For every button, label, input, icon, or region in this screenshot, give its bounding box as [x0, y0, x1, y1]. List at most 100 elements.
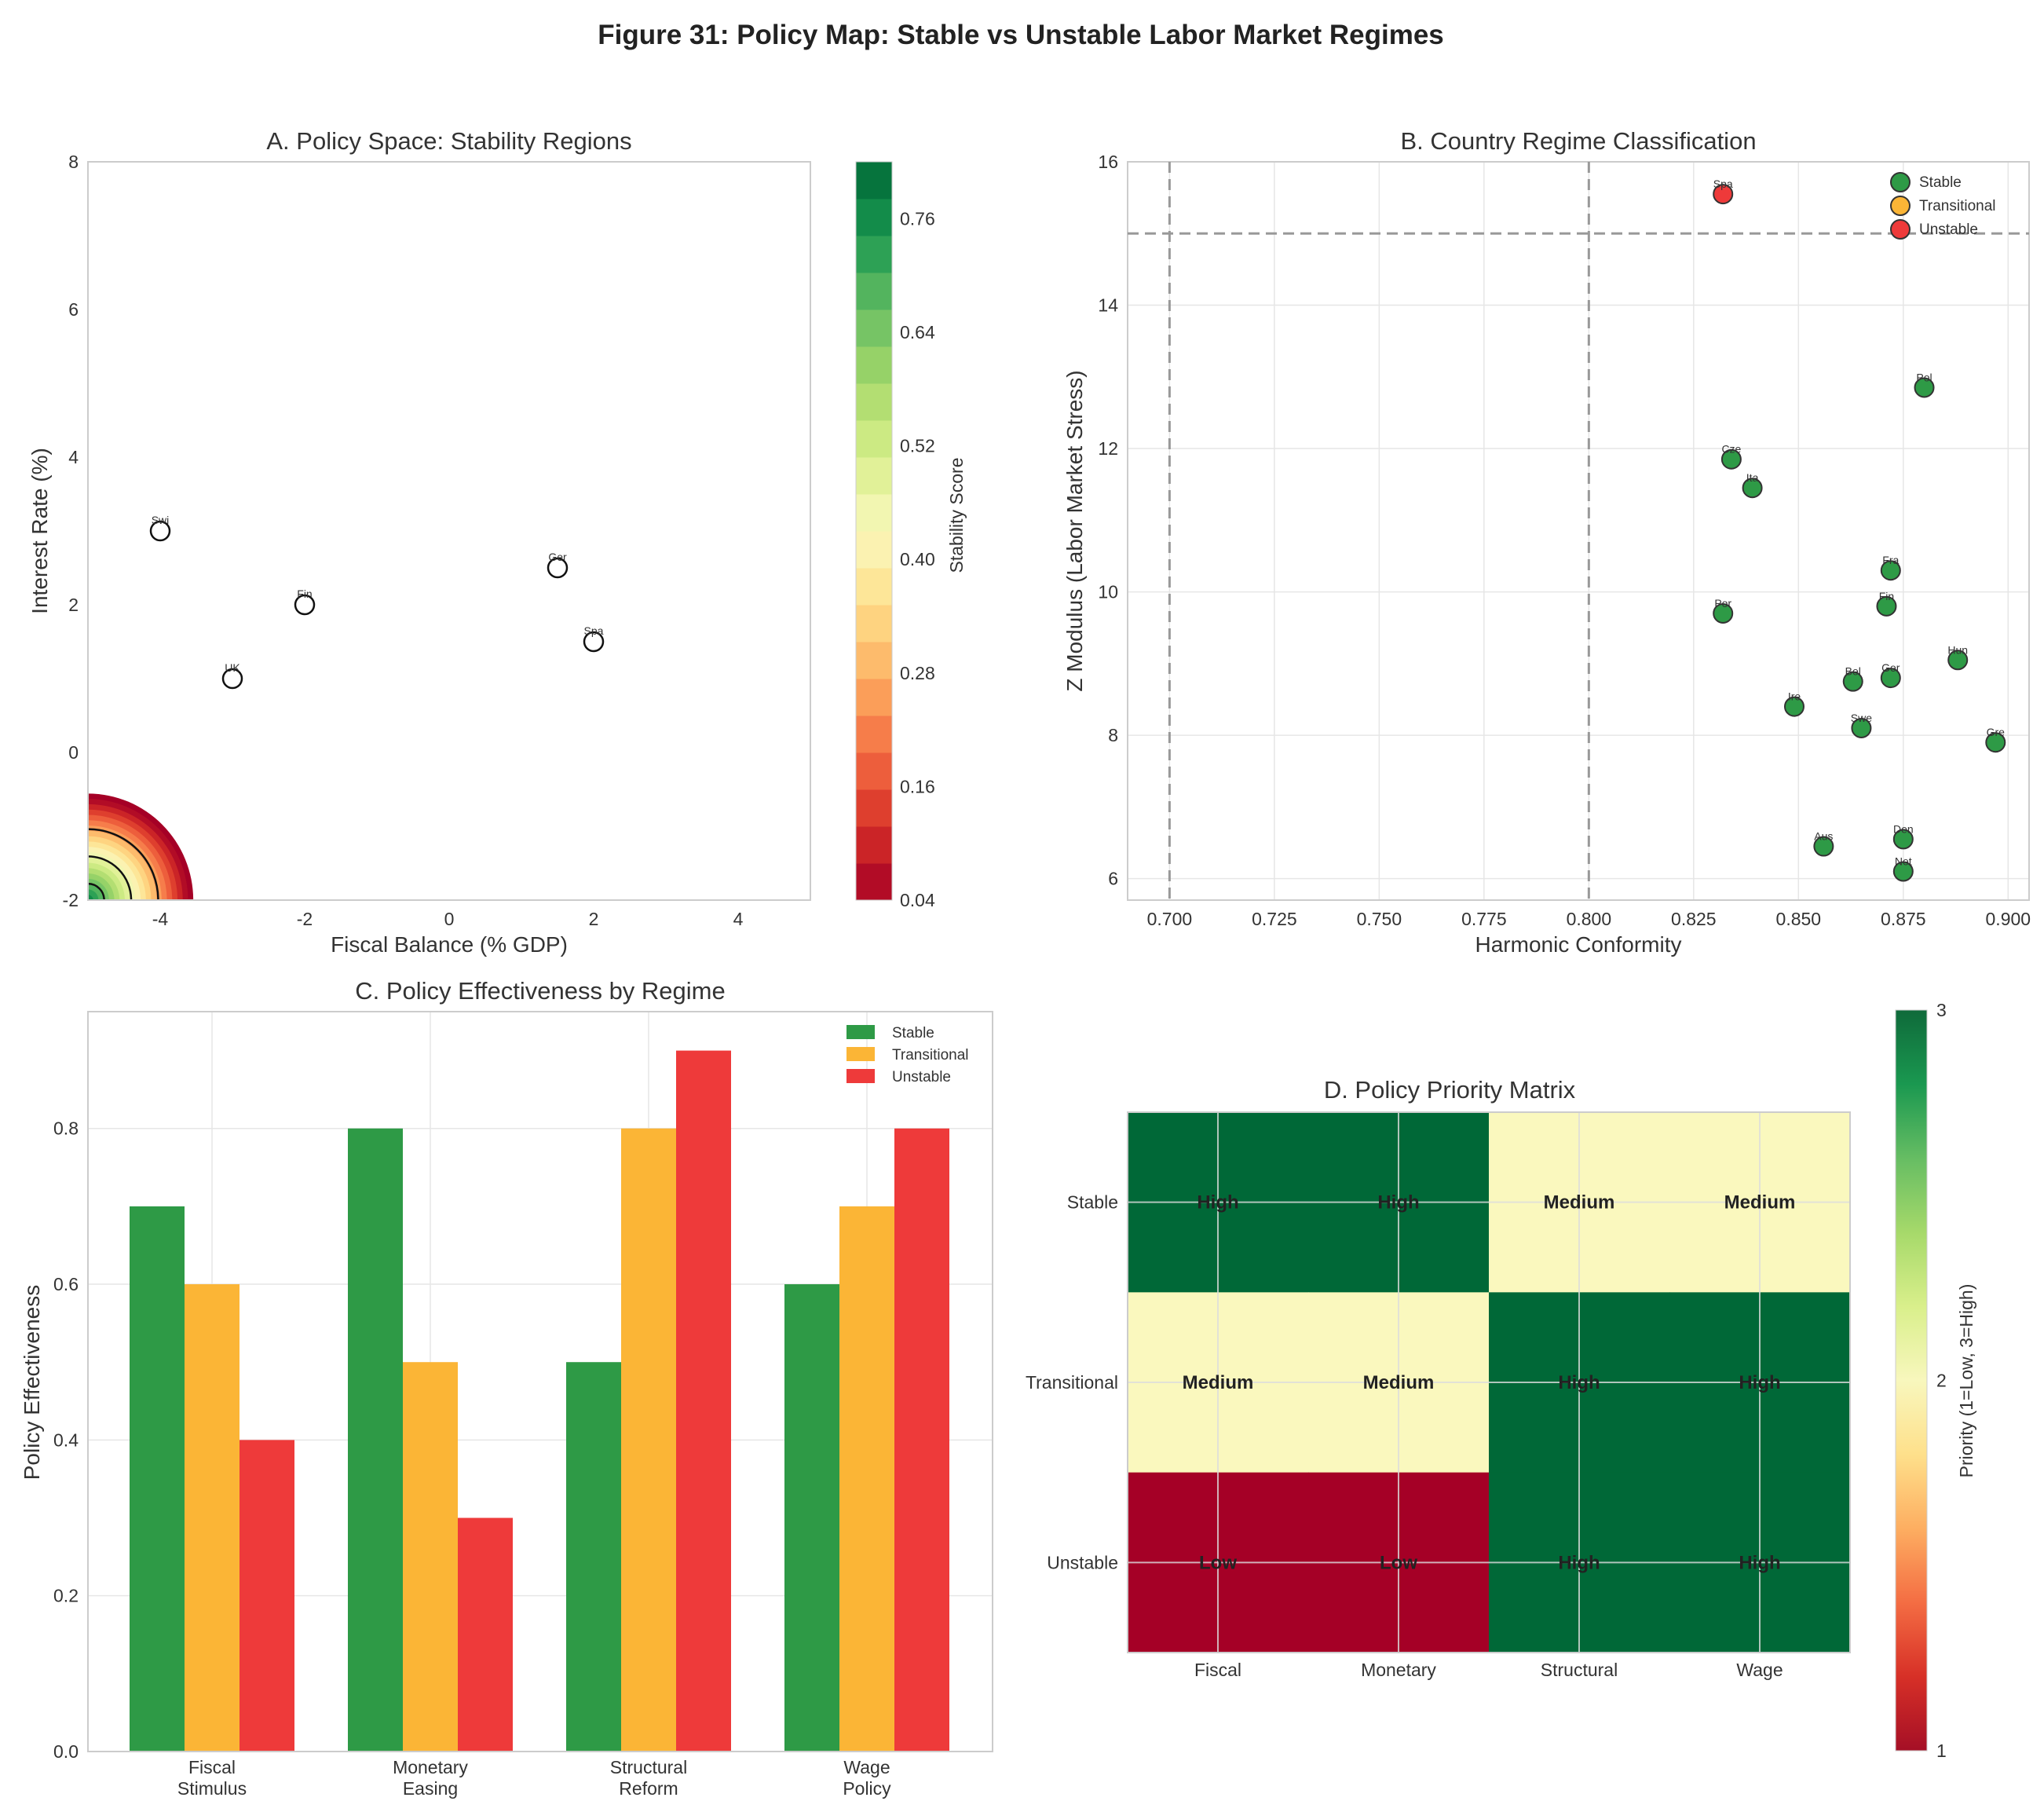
panel-b-title: B. Country Regime Classification	[1400, 127, 1756, 155]
colorbar-swatch	[856, 383, 892, 421]
x-tick-label: 0.900	[1986, 909, 2031, 929]
country-label: Net	[1895, 855, 1912, 867]
panel-b-points: Spa Pol Cze Ita Fra Fin Por Hun Bel Ger Ire Swe Gre D…	[1713, 178, 2006, 882]
colorbar-tick-label: 2	[1936, 1371, 1947, 1391]
row-label: Transitional	[1026, 1372, 1118, 1393]
country-marker	[583, 631, 605, 653]
row-label: Unstable	[1047, 1552, 1118, 1572]
country-label: Fin	[1879, 590, 1894, 602]
country-label: Fin	[297, 588, 312, 600]
country-marker	[1947, 650, 1969, 671]
priority-colorbar-ticks: 1 2 3	[1936, 1000, 1947, 1761]
legend-swatch	[846, 1069, 875, 1083]
panel-a-ticks: -4 -2 0 2 4 -2 0 2 4 6 8	[63, 152, 744, 929]
priority-cell-label: High	[1197, 1192, 1238, 1213]
colorbar-tick-label: 0.64	[900, 322, 935, 342]
y-tick-label: 0.8	[53, 1118, 79, 1139]
colorbar-tick-label: 0.28	[900, 663, 935, 683]
priority-ticks: Stable Transitional Unstable Fiscal Monetary…	[1026, 1192, 1783, 1680]
bar-stable	[566, 1362, 621, 1752]
bar-stable	[130, 1206, 185, 1752]
country-label: Hun	[1947, 643, 1968, 656]
x-tick-label: 0.775	[1461, 909, 1507, 929]
y-tick-label: 0.2	[53, 1586, 79, 1606]
legend-swatch	[846, 1047, 875, 1061]
y-tick-label: 0.6	[53, 1274, 79, 1294]
panel-a-points: Swi Fin UK Ger Spa	[149, 514, 605, 690]
colorbar-swatch	[856, 863, 892, 901]
priority-cell-label: High	[1739, 1552, 1780, 1573]
country-label: Por	[1714, 597, 1731, 609]
country-marker	[1892, 861, 1914, 882]
panel-c-bars	[130, 1050, 949, 1752]
colorbar-tick-label: 0.52	[900, 436, 935, 456]
row-label: Stable	[1067, 1192, 1118, 1213]
y-tick-label: 8	[68, 152, 79, 172]
colorbar-swatch	[856, 752, 892, 790]
category-label: Stimulus	[177, 1778, 247, 1799]
colorbar-tick-label: 0.04	[900, 890, 935, 910]
country-label: Ger	[548, 551, 567, 563]
x-tick-label: 0.700	[1147, 909, 1193, 929]
y-tick-label: 10	[1098, 582, 1118, 602]
bar-transitional	[621, 1128, 676, 1752]
column-label: Structural	[1541, 1660, 1618, 1680]
country-label: Ger	[1881, 661, 1900, 674]
y-tick-label: 14	[1098, 295, 1118, 316]
country-marker	[1713, 184, 1734, 205]
legend-swatch	[846, 1025, 875, 1039]
panel-b-xlabel: Harmonic Conformity	[1475, 932, 1682, 957]
colorbar-swatch	[856, 420, 892, 458]
category-label: Reform	[619, 1778, 678, 1799]
country-marker	[221, 668, 243, 690]
priority-cell-label: Medium	[1544, 1192, 1615, 1213]
x-tick-label: 0	[444, 909, 455, 929]
y-tick-label: 12	[1098, 438, 1118, 459]
legend-marker	[1890, 219, 1911, 240]
figure-title: Figure 31: Policy Map: Stable vs Unstabl…	[598, 20, 1444, 50]
y-tick-label: 0.4	[53, 1429, 79, 1450]
country-marker	[1842, 671, 1863, 692]
country-label: Pol	[1916, 371, 1932, 383]
legend-label: Unstable	[892, 1069, 951, 1085]
priority-grid: High High Medium Medium Medium Medium High High…	[1127, 1111, 1851, 1653]
panel-a-ylabel: Interest Rate (%)	[27, 448, 52, 614]
category-label: Wage	[843, 1757, 890, 1777]
country-label: Swe	[1851, 712, 1872, 724]
country-marker	[1813, 836, 1834, 857]
colorbar-swatch	[856, 236, 892, 273]
panel-c-effectiveness-bars: C. Policy Effectiveness by Regime 0.0 0.2…	[20, 977, 993, 1799]
colorbar-swatch	[856, 605, 892, 642]
colorbar-tick-label: 0.16	[900, 776, 935, 796]
bar-unstable	[458, 1517, 513, 1752]
x-tick-label: 4	[733, 909, 744, 929]
matrix-frame	[1127, 1111, 1851, 1653]
priority-cell-label: High	[1558, 1372, 1600, 1393]
country-label: Fra	[1882, 554, 1899, 566]
x-tick-label: 0.875	[1881, 909, 1926, 929]
x-tick-label: -4	[152, 909, 169, 929]
column-label: Fiscal	[1194, 1660, 1241, 1680]
bar-unstable	[240, 1440, 294, 1752]
country-marker	[1880, 560, 1901, 581]
country-marker	[1914, 377, 1935, 398]
country-marker	[1892, 829, 1914, 850]
x-tick-label: 0.850	[1776, 909, 1822, 929]
panel-b-regime-scatter: B. Country Regime Classification 0.700 0.…	[1062, 127, 2031, 957]
priority-cell-label: Low	[1380, 1552, 1417, 1573]
x-tick-label: 0.825	[1671, 909, 1717, 929]
colorbar-swatch	[856, 346, 892, 384]
panel-b-legend: Stable Transitional Unstable	[1890, 172, 1996, 240]
panel-d-title: D. Policy Priority Matrix	[1324, 1076, 1576, 1104]
stability-colorbar: 0.04 0.16 0.28 0.40 0.52 0.64 0.76	[855, 161, 935, 910]
x-tick-label: 0.800	[1567, 909, 1612, 929]
country-marker	[1985, 732, 2006, 753]
priority-cell-label: Medium	[1363, 1372, 1435, 1393]
country-label: Swi	[152, 514, 170, 526]
stability-colorbar-label: Stability Score	[946, 457, 967, 573]
y-tick-label: 6	[1108, 869, 1118, 889]
priority-cell-label: Low	[1199, 1552, 1237, 1573]
category-label: Easing	[403, 1778, 458, 1799]
x-tick-label: 0.725	[1252, 909, 1297, 929]
